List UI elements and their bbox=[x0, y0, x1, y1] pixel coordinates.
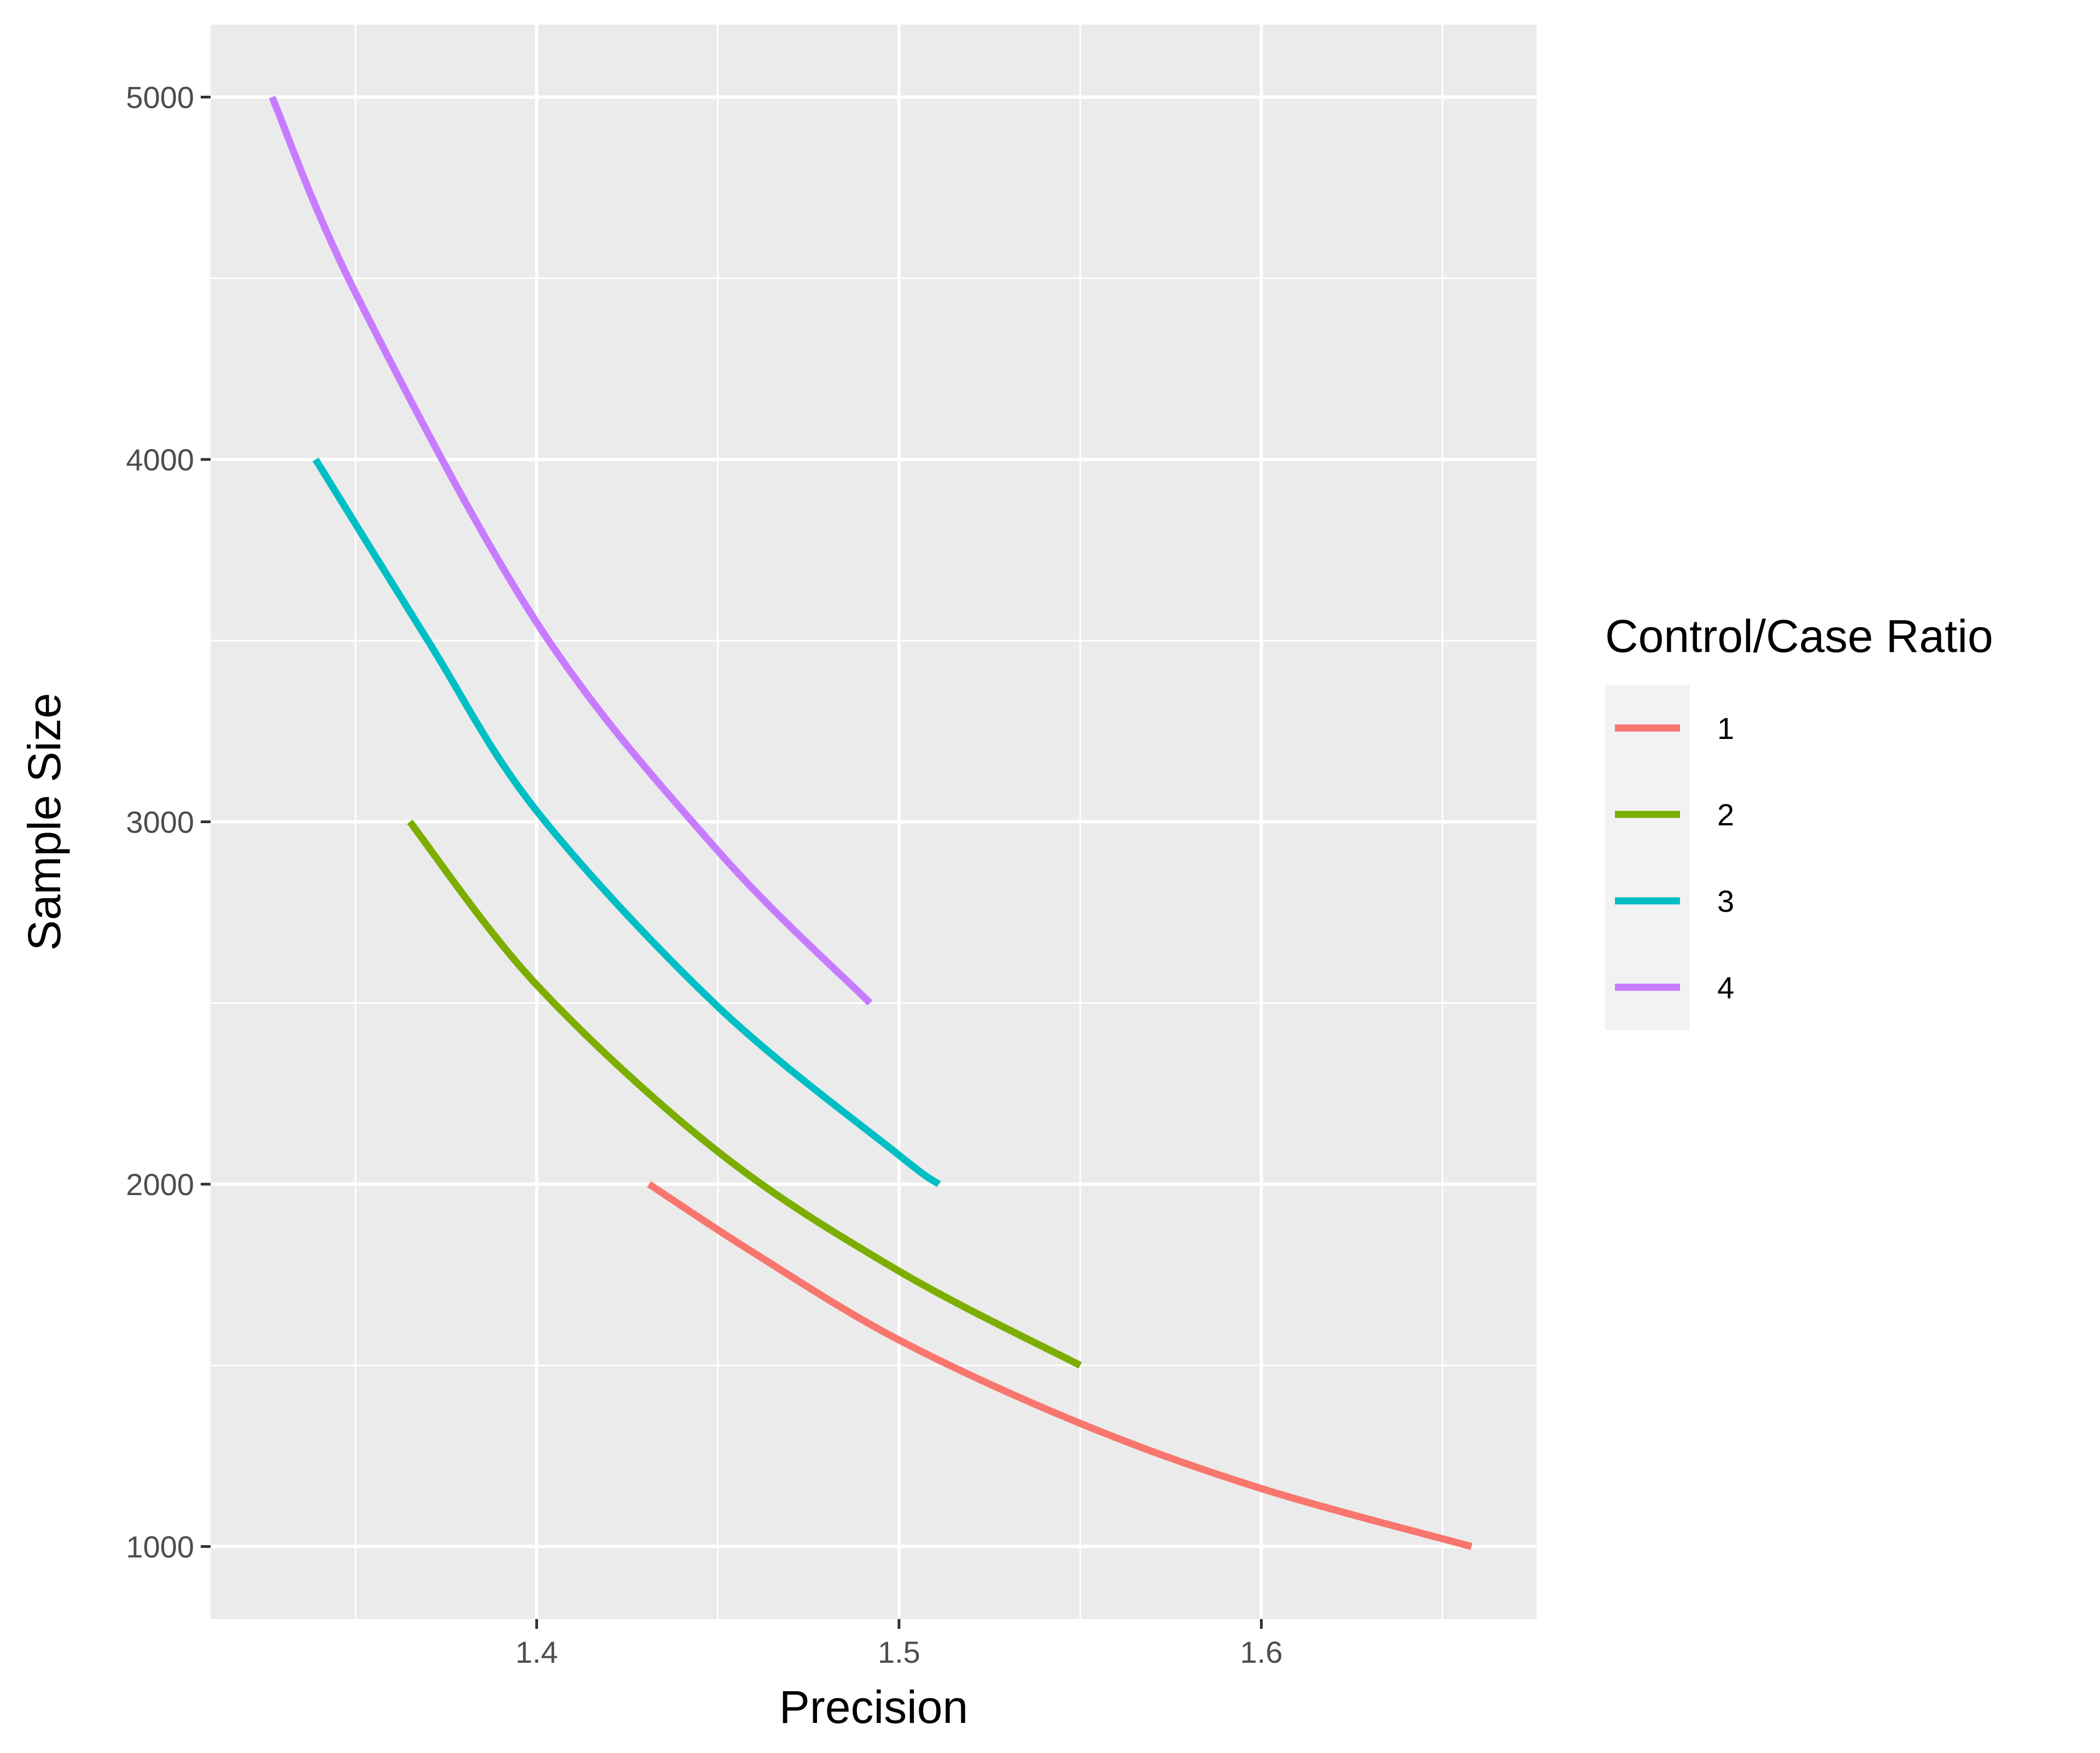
y-tick-label: 3000 bbox=[126, 805, 194, 840]
x-axis-tick-labels: 1.4 1.5 1.6 bbox=[515, 1635, 1282, 1669]
y-tick-label: 4000 bbox=[126, 442, 194, 477]
legend-label-3: 3 bbox=[1717, 884, 1734, 918]
y-tick-label: 1000 bbox=[126, 1530, 194, 1564]
legend-label-2: 2 bbox=[1717, 797, 1734, 832]
legend-items: 1 2 3 4 bbox=[1615, 711, 1734, 1005]
legend-label-4: 4 bbox=[1717, 970, 1734, 1005]
legend-item-3: 3 bbox=[1615, 884, 1734, 918]
y-tick-label: 5000 bbox=[126, 80, 194, 115]
x-tick-label: 1.5 bbox=[878, 1635, 920, 1669]
series-line-2 bbox=[407, 819, 1082, 1369]
legend-title: Control/Case Ratio bbox=[1605, 610, 1993, 662]
series-lines bbox=[269, 95, 1473, 1550]
axis-ticks bbox=[201, 96, 1263, 1629]
legend-item-1: 1 bbox=[1615, 711, 1734, 746]
legend-item-2: 2 bbox=[1615, 797, 1734, 832]
y-axis-tick-labels: 1000 2000 3000 4000 5000 bbox=[126, 80, 194, 1564]
x-axis-title: Precision bbox=[779, 1681, 968, 1733]
legend-label-1: 1 bbox=[1717, 711, 1734, 746]
x-tick-label: 1.6 bbox=[1240, 1635, 1283, 1669]
series-line-3 bbox=[312, 457, 941, 1187]
legend-item-4: 4 bbox=[1615, 970, 1734, 1005]
x-tick-label: 1.4 bbox=[515, 1635, 558, 1669]
series-line-4 bbox=[269, 95, 873, 1006]
y-tick-label: 2000 bbox=[126, 1167, 194, 1202]
y-axis-title: Sample Size bbox=[19, 693, 70, 951]
legend: Control/Case Ratio 1 2 3 4 bbox=[1605, 610, 1993, 1030]
series-line-1 bbox=[647, 1181, 1473, 1550]
major-gridlines bbox=[211, 25, 1537, 1619]
legend-key-background bbox=[1605, 685, 1690, 1030]
